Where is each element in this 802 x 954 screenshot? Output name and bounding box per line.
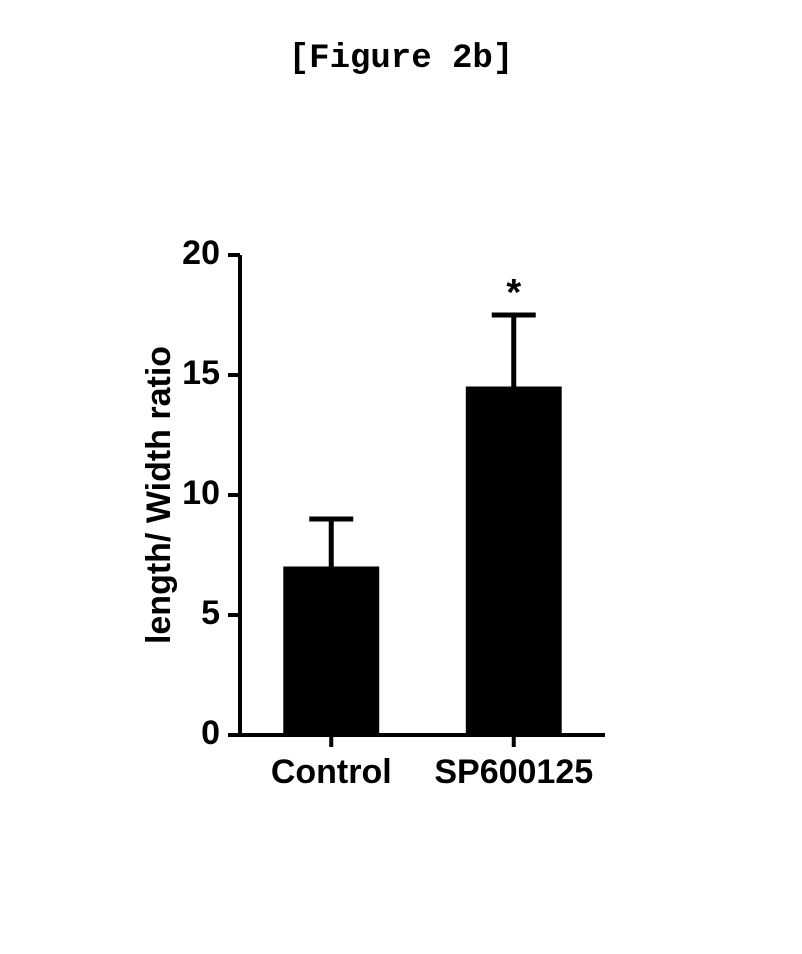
y-tick-label: 15 [182,354,220,392]
bar [284,567,379,735]
bar-chart: 05101520length/ Width ratioControlSP6001… [155,225,735,865]
x-tick-label: SP600125 [434,753,593,791]
page: [Figure 2b] 0 5 10 15 20 length/ Width ratio C… [0,0,802,954]
y-tick-label: 20 [182,234,220,272]
figure-title: [Figure 2b] [0,40,802,78]
y-tick-label: 0 [201,714,220,752]
y-tick-label: 5 [201,594,220,632]
y-axis-label: length/ Width ratio [140,346,178,644]
chart-svg: 05101520length/ Width ratioControlSP6001… [155,225,735,865]
y-tick-label: 10 [182,474,220,512]
bar [466,387,561,735]
x-tick-label: Control [271,753,392,791]
significance-marker: * [506,272,521,314]
